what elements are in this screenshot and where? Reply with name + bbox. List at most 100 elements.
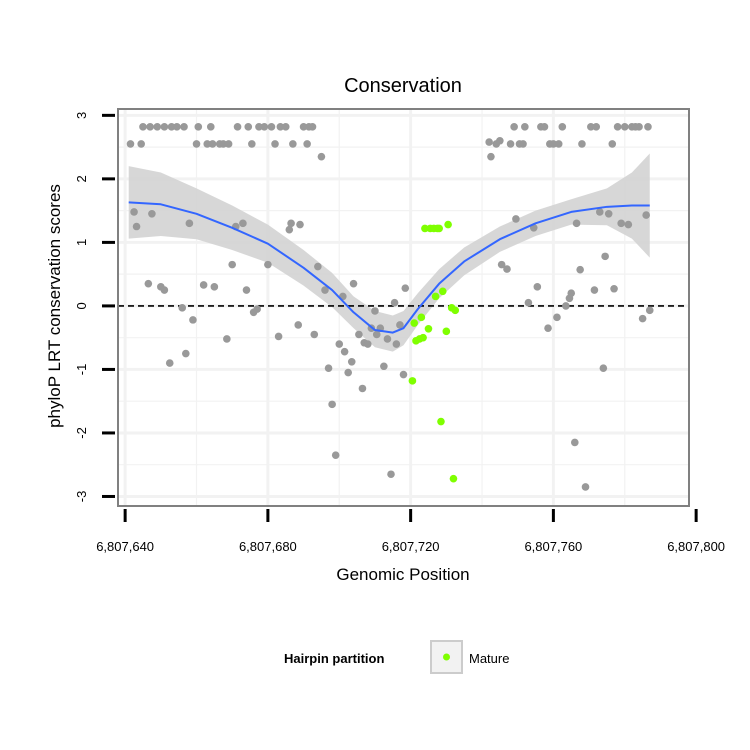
data-point [390, 298, 399, 307]
data-point [160, 286, 169, 294]
data-point [349, 279, 358, 288]
mature-data-point [442, 327, 451, 336]
data-point [239, 219, 247, 228]
data-point [358, 384, 367, 393]
data-point [519, 140, 527, 148]
data-point [146, 122, 154, 131]
data-point [355, 330, 363, 339]
data-point [599, 364, 608, 372]
data-point [260, 122, 269, 131]
mature-data-point [421, 224, 429, 233]
mature-data-point [424, 324, 433, 333]
mature-data-point [408, 377, 417, 385]
data-point [224, 140, 233, 148]
data-point [253, 305, 261, 313]
data-point [581, 483, 590, 491]
mature-points [408, 220, 460, 483]
data-point [219, 140, 228, 148]
data-point [506, 140, 515, 148]
panel-border [117, 108, 690, 507]
data-point [192, 140, 201, 148]
data-point [296, 220, 304, 229]
data-point [228, 260, 236, 269]
chart-title: Conservation [344, 75, 462, 97]
mature-data-point [410, 319, 419, 327]
data-point [132, 222, 141, 231]
data-point [553, 313, 561, 322]
data-point [396, 321, 404, 329]
data-point [153, 122, 162, 131]
data-point [285, 225, 294, 234]
data-point [267, 122, 276, 131]
data-point [587, 122, 595, 131]
x-tick-label: 6,807,800 [667, 539, 725, 554]
data-point [139, 122, 147, 131]
data-point [645, 306, 654, 315]
data-point [185, 219, 194, 228]
data-point [289, 140, 297, 148]
mature-data-point [444, 220, 452, 229]
data-point [189, 316, 197, 324]
data-point [248, 140, 256, 148]
data-point [380, 362, 388, 371]
data-point [167, 122, 176, 131]
data-point [165, 359, 174, 367]
data-point [496, 136, 504, 145]
data-point [554, 140, 563, 148]
data-point [524, 298, 533, 307]
data-point [487, 152, 495, 161]
data-point [578, 140, 586, 148]
y-tick-label: -2 [74, 427, 89, 439]
data-point [130, 208, 138, 216]
mature-data-point [431, 292, 440, 301]
data-point [233, 122, 242, 131]
data-point [364, 340, 372, 348]
x-tick-label: 6,807,760 [524, 539, 582, 554]
data-point [347, 358, 356, 366]
data-point [562, 302, 570, 310]
data-point [613, 122, 622, 131]
data-point [331, 451, 340, 459]
data-point [160, 122, 169, 131]
data-point [533, 283, 542, 291]
data-point [144, 279, 153, 288]
data-point [544, 324, 552, 332]
data-point [264, 260, 272, 269]
data-point [303, 140, 311, 148]
mature-data-point [417, 313, 426, 322]
data-point [617, 219, 625, 228]
other-points [126, 122, 654, 491]
data-point [126, 140, 135, 148]
mature-data-point [437, 417, 445, 426]
data-point [572, 219, 581, 228]
data-point [321, 286, 329, 294]
x-tick-label: 6,807,640 [96, 539, 154, 554]
data-point [549, 140, 558, 148]
data-point [271, 140, 279, 148]
data-point [485, 138, 493, 146]
data-point [194, 122, 203, 131]
data-point [137, 140, 145, 148]
data-point [210, 283, 219, 291]
data-point [180, 122, 188, 131]
data-point [610, 284, 618, 293]
mature-data-point [419, 333, 427, 342]
data-point [635, 122, 643, 131]
data-point [340, 347, 349, 356]
smooth-trend-line [128, 201, 650, 334]
data-point [595, 208, 604, 216]
data-point [567, 289, 576, 298]
data-point [317, 152, 326, 161]
data-point [383, 335, 392, 343]
data-point [324, 364, 333, 372]
data-point [310, 330, 319, 339]
y-tick-label: 0 [74, 302, 89, 309]
data-point [371, 307, 379, 315]
data-point [558, 122, 567, 131]
data-point [182, 349, 190, 358]
data-point [644, 122, 652, 131]
data-point [642, 211, 650, 219]
data-point [638, 314, 647, 323]
data-point [335, 340, 344, 348]
x-axis: 6,807,640 6,807,680 6,807,720 6,807,760 6,80… [96, 509, 725, 554]
